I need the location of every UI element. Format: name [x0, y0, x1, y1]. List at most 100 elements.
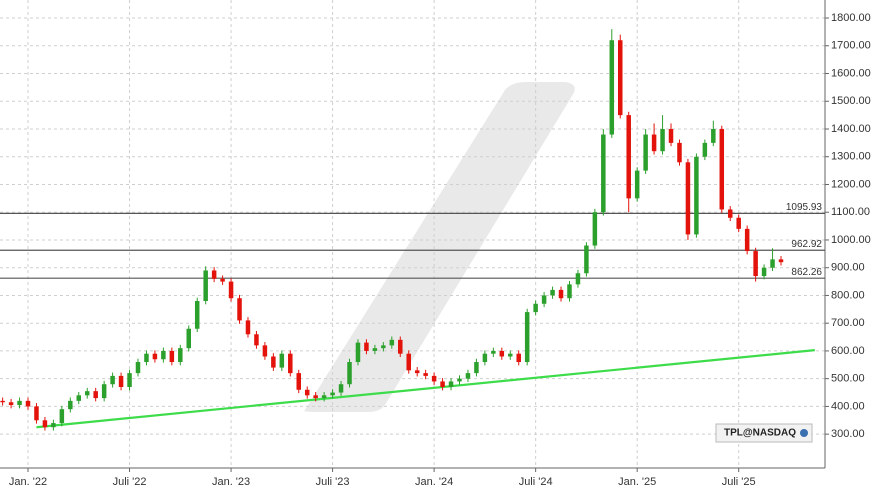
candle-body: [338, 384, 344, 393]
candle-body: [288, 353, 293, 374]
y-tick-label: 1800.00: [831, 12, 871, 24]
candle-body: [431, 375, 437, 382]
candle-body: [296, 373, 301, 390]
level-label: 862.26: [791, 267, 822, 278]
candle-body: [93, 391, 98, 399]
candle-body: [694, 156, 699, 235]
candle-body: [127, 373, 132, 387]
candle-body: [84, 391, 90, 396]
x-tick-label: Juli '25: [722, 476, 756, 488]
candle-body: [169, 350, 175, 363]
candle-body: [313, 395, 318, 399]
candle-body: [457, 378, 462, 382]
candle-body: [271, 356, 276, 368]
candle-body: [482, 353, 488, 363]
candle-body: [25, 400, 31, 407]
y-tick-label: 1100.00: [831, 206, 870, 218]
candle-body: [330, 392, 335, 396]
candle-body: [76, 395, 82, 401]
candle-body: [381, 345, 386, 349]
candle-body: [618, 40, 623, 116]
candle-body: [550, 289, 555, 296]
candle-body: [110, 375, 115, 385]
candle-body: [186, 328, 192, 349]
candle-body: [719, 128, 725, 210]
x-tick-label: Juli '22: [113, 476, 147, 488]
candle-body: [584, 245, 589, 274]
level-label: 1095.93: [786, 202, 823, 213]
candle-body: [152, 353, 158, 360]
y-tick-label: 1300.00: [831, 151, 871, 163]
candle-body: [677, 142, 682, 163]
badge-icon: [800, 429, 808, 437]
candle-body: [101, 384, 107, 399]
candle-body: [51, 423, 56, 428]
candle-body: [744, 228, 750, 252]
candle-body: [414, 370, 420, 374]
candle-body: [135, 362, 141, 374]
x-tick-label: Juli '24: [519, 476, 553, 488]
candle-body: [372, 348, 378, 351]
candle-body: [753, 251, 758, 277]
candle-body: [118, 375, 124, 387]
candle-body: [254, 334, 259, 346]
y-tick-label: 1200.00: [831, 178, 871, 190]
candle-body: [567, 284, 572, 299]
candle-body: [347, 362, 352, 385]
candle-body: [68, 400, 73, 410]
candle-body: [211, 270, 217, 279]
badge-box: [715, 423, 813, 443]
y-tick-label: 700.00: [831, 317, 865, 329]
candle-body: [626, 115, 631, 199]
x-tick-label: Jan. '25: [618, 476, 656, 488]
candle-body: [237, 298, 242, 321]
candle-body: [144, 353, 149, 363]
candle-body: [533, 303, 538, 313]
candle-body: [508, 353, 513, 357]
candle-body: [727, 209, 733, 218]
candle-body: [398, 339, 403, 354]
x-tick-label: Juli '23: [316, 476, 350, 488]
candle-body: [17, 400, 22, 406]
candle-body: [220, 278, 225, 282]
candle-body: [601, 134, 606, 213]
candle-body: [634, 170, 640, 199]
candle-body: [558, 289, 564, 299]
candle-body: [228, 281, 234, 299]
candle-body: [8, 402, 14, 406]
candle-body: [761, 267, 767, 277]
candle-body: [516, 353, 521, 363]
candle-body: [668, 128, 674, 143]
candle-body: [203, 270, 208, 301]
candle-body: [491, 350, 496, 354]
candle-body: [465, 373, 471, 379]
candle-body: [499, 350, 505, 357]
candle-body: [423, 373, 428, 376]
candle-body: [42, 420, 48, 428]
candle-body: [592, 212, 598, 246]
y-tick-label: 1500.00: [831, 95, 871, 107]
candle-body: [685, 162, 691, 235]
candle-body: [770, 259, 775, 268]
candle-body: [321, 395, 327, 399]
candle-body: [474, 362, 479, 374]
badge-text: TPL@NASDAQ: [724, 428, 796, 439]
candle-body: [711, 128, 716, 143]
candle-body: [406, 353, 411, 371]
candle-body: [304, 389, 310, 396]
candle-body: [364, 342, 369, 351]
y-tick-label: 900.00: [831, 262, 865, 274]
y-tick-label: 600.00: [831, 345, 865, 357]
trendline: [36, 349, 815, 429]
x-tick-label: Jan. '22: [9, 476, 47, 488]
candle-body: [736, 217, 741, 229]
level-label: 962.92: [791, 239, 822, 250]
y-tick-label: 300.00: [831, 428, 865, 440]
candle-body: [541, 295, 547, 304]
candle-body: [651, 134, 657, 152]
candle-body: [609, 40, 615, 135]
candle-body: [262, 345, 268, 357]
y-tick-label: 1600.00: [831, 67, 871, 79]
